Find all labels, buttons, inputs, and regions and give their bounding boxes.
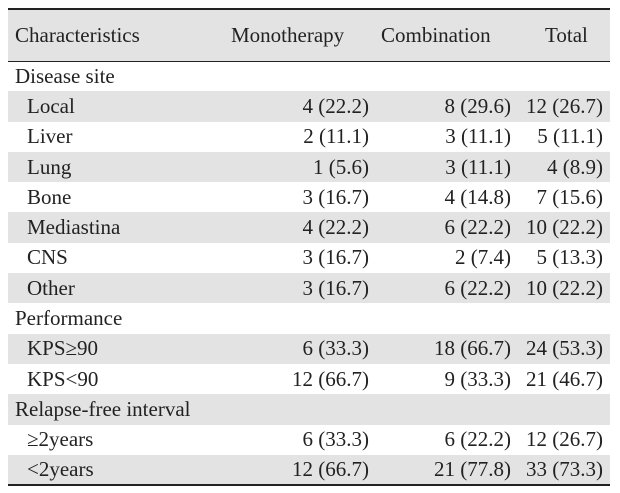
header-characteristics: Characteristics	[8, 8, 223, 62]
combination-cell: 6 (22.2)	[444, 275, 512, 300]
monotherapy-cell: 4 (22.2)	[302, 93, 370, 118]
combination-cell: 3 (11.1)	[445, 124, 511, 149]
table-row: Local 4 (22.2) 8 (29.6) 12 (26.7)	[8, 91, 610, 122]
combination-cell: 9 (33.3)	[444, 366, 512, 391]
row-label: KPS<90	[27, 366, 99, 391]
table-row: KPS<90 12 (66.7) 9 (33.3) 21 (46.7)	[8, 364, 610, 394]
table-row: Bone 3 (16.7) 4 (14.8) 7 (15.6)	[8, 182, 610, 212]
monotherapy-cell: 3 (16.7)	[302, 245, 370, 270]
table-row: Other 3 (16.7) 6 (22.2) 10 (22.2)	[8, 273, 610, 304]
category-row-relapse-free-interval: Relapse-free interval	[8, 394, 610, 425]
combination-cell: 21 (77.8)	[381, 454, 525, 487]
table-row: ≥2years 6 (33.3) 6 (22.2) 12 (26.7)	[8, 425, 610, 455]
combination-cell: 4 (14.8)	[444, 184, 512, 209]
monotherapy-cell: 3 (16.7)	[302, 275, 370, 300]
characteristics-table: Characteristics Monotherapy Combination …	[8, 8, 610, 487]
combination-cell: 3 (11.1)	[445, 154, 511, 179]
total-cell: 4 (8.9)	[547, 154, 603, 179]
category-label: Disease site	[15, 63, 115, 88]
total-cell: 10 (22.2)	[526, 215, 603, 240]
total-cell: 24 (53.3)	[526, 336, 603, 361]
combination-cell: 8 (29.6)	[444, 93, 512, 118]
monotherapy-cell: 6 (33.3)	[302, 336, 370, 361]
table-row: KPS≥90 6 (33.3) 18 (66.7) 24 (53.3)	[8, 333, 610, 364]
table-header-row: Characteristics Monotherapy Combination …	[8, 8, 610, 62]
monotherapy-cell: 6 (33.3)	[302, 427, 370, 452]
monotherapy-cell: 1 (5.6)	[313, 154, 369, 179]
table-row: <2years 12 (66.7) 21 (77.8) 33 (73.3)	[8, 454, 610, 487]
combination-cell: 2 (7.4)	[455, 245, 511, 270]
row-label: Lung	[27, 154, 72, 179]
row-label: ≥2years	[27, 427, 94, 452]
total-cell: 5 (13.3)	[536, 245, 604, 270]
total-cell: 21 (46.7)	[526, 366, 603, 391]
total-cell: 7 (15.6)	[536, 184, 604, 209]
combination-cell: 6 (22.2)	[444, 427, 512, 452]
category-label: Performance	[15, 306, 123, 331]
row-label: KPS≥90	[27, 336, 99, 361]
row-label: Other	[27, 275, 75, 300]
monotherapy-cell: 3 (16.7)	[302, 184, 370, 209]
header-combination: Combination	[381, 8, 525, 62]
total-cell: 5 (11.1)	[537, 124, 603, 149]
total-cell: 12 (26.7)	[526, 427, 603, 452]
monotherapy-cell: 12 (66.7)	[292, 366, 369, 391]
total-cell: 33 (73.3)	[525, 454, 610, 487]
total-cell: 10 (22.2)	[526, 275, 603, 300]
combination-cell: 6 (22.2)	[444, 215, 512, 240]
table-row: Liver 2 (11.1) 3 (11.1) 5 (11.1)	[8, 122, 610, 152]
header-monotherapy: Monotherapy	[223, 8, 381, 62]
row-label: Local	[27, 93, 75, 118]
table-row: Lung 1 (5.6) 3 (11.1) 4 (8.9)	[8, 151, 610, 183]
table-row: CNS 3 (16.7) 2 (7.4) 5 (13.3)	[8, 243, 610, 273]
total-cell: 12 (26.7)	[526, 93, 603, 118]
table-row: Mediastina 4 (22.2) 6 (22.2) 10 (22.2)	[8, 212, 610, 243]
row-label: Bone	[27, 184, 72, 209]
category-row-disease-site: Disease site	[8, 61, 610, 91]
row-label: Liver	[27, 124, 73, 149]
row-label: Mediastina	[27, 215, 121, 240]
row-label: <2years	[8, 454, 223, 487]
header-total: Total	[525, 8, 610, 62]
monotherapy-cell: 4 (22.2)	[302, 215, 370, 240]
category-row-performance: Performance	[8, 303, 610, 333]
category-label: Relapse-free interval	[15, 396, 191, 421]
monotherapy-cell: 12 (66.7)	[223, 454, 381, 487]
monotherapy-cell: 2 (11.1)	[303, 124, 369, 149]
combination-cell: 18 (66.7)	[434, 336, 511, 361]
row-label: CNS	[27, 245, 68, 270]
